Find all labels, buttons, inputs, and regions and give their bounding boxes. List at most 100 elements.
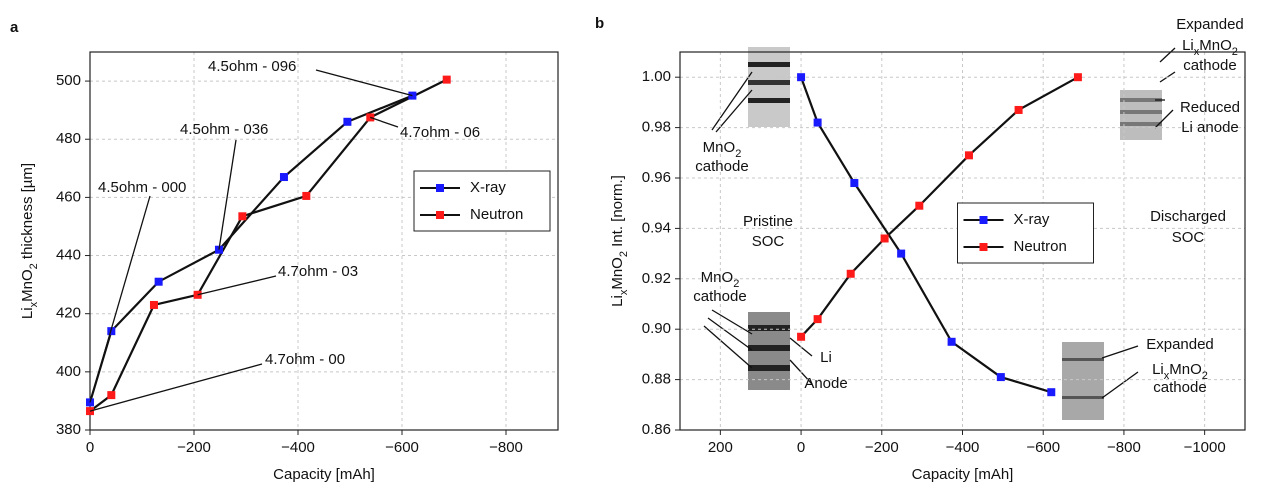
y-axis-label-part: MnO — [19, 269, 36, 302]
y-axis-label-part: x — [618, 289, 630, 295]
annotation: Expanded — [1176, 16, 1244, 33]
panel-label: b — [595, 15, 604, 32]
data-point — [880, 234, 889, 243]
annotation: 4.5ohm - 036 — [180, 121, 268, 138]
annotation: 4.5ohm - 000 — [98, 179, 186, 196]
annotation-part: MnO — [1199, 37, 1232, 54]
y-axis-label: LixMnO2 Int. [norm.] — [609, 175, 630, 307]
annotation: Reduced — [1180, 99, 1240, 116]
annotation: 4.7ohm - 00 — [265, 351, 345, 368]
annotation: Anode — [804, 375, 847, 392]
x-tick-label: −200 — [865, 439, 899, 456]
annotation-part: Li — [1182, 37, 1194, 54]
series-line — [89, 78, 448, 412]
x-tick-label: 0 — [797, 439, 805, 456]
series-line — [88, 94, 413, 403]
y-axis-label-part: Int. [norm.] — [609, 175, 626, 251]
callout-line — [218, 139, 237, 250]
inset-images — [748, 47, 1162, 420]
annotation: SOC — [752, 233, 785, 250]
x-tick-label: −1000 — [1184, 439, 1226, 456]
y-axis-label-part: Li — [19, 307, 36, 319]
annotation-part: x — [1164, 370, 1170, 382]
data-point — [797, 73, 806, 82]
annotation-part: MnO — [703, 139, 736, 156]
x-tick-label: −600 — [385, 439, 419, 456]
legend-label: X-ray — [1014, 211, 1050, 228]
annotation-part: 2 — [1202, 370, 1208, 382]
y-tick-label: 480 — [56, 130, 81, 147]
data-point — [846, 269, 855, 278]
y-tick-label: 0.88 — [642, 371, 671, 388]
y-axis-label-part: x — [28, 301, 40, 307]
x-axis-label: Capacity [mAh] — [912, 466, 1014, 483]
data-point — [442, 75, 451, 84]
annotation-part: MnO — [701, 269, 734, 286]
annotation-part: 2 — [1232, 46, 1238, 58]
annotation: SOC — [1172, 229, 1205, 246]
x-tick-label: −800 — [1107, 439, 1141, 456]
y-tick-label: 420 — [56, 305, 81, 322]
y-tick-label: 440 — [56, 247, 81, 264]
annotation: 4.5ohm - 096 — [208, 58, 296, 75]
legend-marker — [979, 243, 988, 251]
y-axis-label-part: thickness [µm] — [19, 163, 36, 263]
x-tick-label: −400 — [946, 439, 980, 456]
x-tick-label: −600 — [1026, 439, 1060, 456]
data-point — [1014, 105, 1023, 114]
data-point — [149, 300, 158, 309]
y-tick-label: 0.86 — [642, 421, 671, 438]
annotation: cathode — [1153, 379, 1206, 396]
y-tick-label: 0.90 — [642, 320, 671, 337]
annotation: 4.7ohm - 06 — [400, 124, 480, 141]
x-tick-label: −200 — [177, 439, 211, 456]
annotation: Li — [820, 349, 832, 366]
data-point — [107, 391, 116, 400]
y-tick-label: 0.98 — [642, 119, 671, 136]
callout-line — [315, 69, 413, 97]
annotation: Discharged — [1150, 208, 1226, 225]
series-line — [800, 76, 1079, 338]
y-axis-label-part: Li — [609, 295, 626, 307]
data-point — [915, 201, 924, 210]
legend-marker — [436, 211, 444, 219]
legend-label: X-ray — [470, 179, 506, 196]
y-tick-label: 380 — [56, 421, 81, 438]
y-tick-label: 0.94 — [642, 219, 671, 236]
y-axis-label-part: 2 — [28, 263, 40, 269]
legend-marker — [436, 184, 444, 192]
callout-line — [89, 363, 263, 412]
annotation-part: x — [1194, 46, 1200, 58]
legend-label: Neutron — [470, 206, 523, 223]
data-point — [1047, 388, 1056, 397]
legend-box — [957, 202, 1094, 264]
data-point — [238, 212, 247, 221]
annotation: Pristine — [743, 213, 793, 230]
inset-image — [748, 47, 790, 127]
data-point — [813, 315, 822, 324]
data-point — [279, 173, 288, 182]
legend-label: Neutron — [1014, 238, 1067, 255]
annotation-part: 2 — [733, 278, 739, 290]
plot-frame — [89, 51, 559, 431]
annotation: LixMnO2 — [1182, 37, 1238, 58]
data-point — [813, 118, 822, 127]
legend-box — [413, 170, 551, 232]
x-tick-label: 0 — [86, 439, 94, 456]
data-point — [1073, 73, 1082, 82]
annotation-part: MnO — [1169, 361, 1202, 378]
y-axis-label: LixMnO2 thickness [µm] — [19, 163, 40, 319]
y-tick-label: 0.96 — [642, 169, 671, 186]
y-axis-label-part: MnO — [609, 257, 626, 290]
x-axis-label: Capacity [mAh] — [273, 466, 375, 483]
inset-image — [1062, 342, 1104, 420]
annotation-part: 2 — [735, 148, 741, 160]
annotation: Li anode — [1181, 119, 1239, 136]
annotation: cathode — [1183, 57, 1236, 74]
callout-line — [370, 116, 399, 128]
data-point — [154, 277, 163, 286]
callout-line — [89, 195, 151, 403]
annotation: LixMnO2 — [1152, 361, 1208, 382]
data-point — [947, 337, 956, 346]
